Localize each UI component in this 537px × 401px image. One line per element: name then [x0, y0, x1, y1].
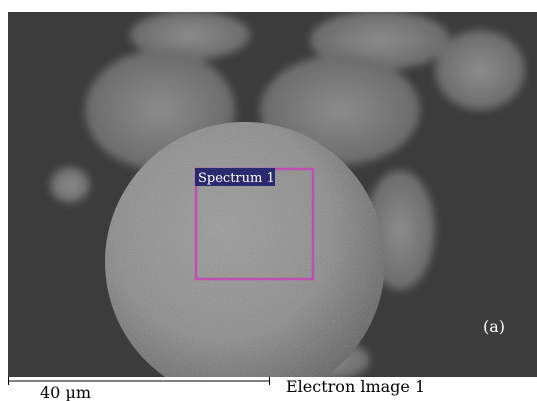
sem-figure: Spectrum 1 (a) 40 µm Electron lmage 1 — [0, 0, 537, 401]
scale-label: 40 µm — [40, 383, 91, 401]
texture — [105, 122, 385, 401]
annotation: Spectrum 1 — [198, 171, 275, 186]
panel-label: (a) — [483, 317, 505, 336]
micrograph: Spectrum 1 (a) — [8, 10, 537, 401]
caption: Electron lmage 1 — [286, 377, 425, 396]
